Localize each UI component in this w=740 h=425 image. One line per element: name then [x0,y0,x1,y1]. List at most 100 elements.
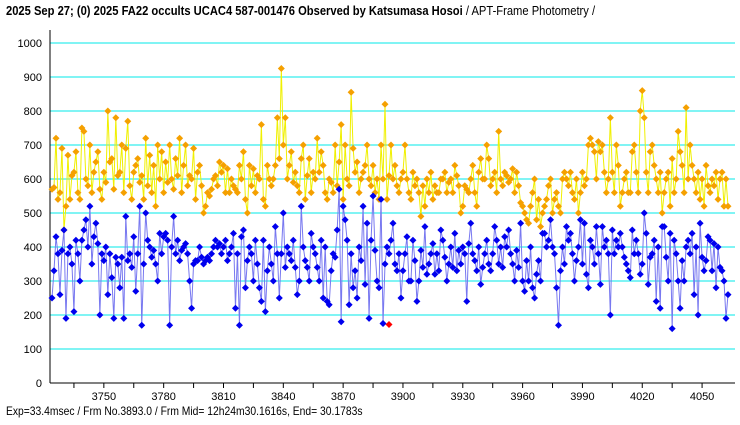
series-1-point [164,236,172,244]
series-0-point [435,189,443,197]
series-0-point [347,88,355,96]
series-1-point [523,257,531,265]
series-1-point [333,226,341,234]
series-1-point [525,277,533,285]
series-0-point [622,168,630,176]
series-0-point [241,195,249,203]
series-0-point [628,148,636,156]
series-0-point [297,155,305,163]
series-1-point [126,250,134,258]
series-1-point [419,263,427,271]
series-0-point [389,175,397,183]
series-1-point [415,277,423,285]
series-1-point [82,216,90,224]
series-0-point [225,189,233,197]
series-0-point [644,189,652,197]
series-1-point [100,257,108,265]
series-1-point [549,243,557,251]
series-1-point [273,250,281,258]
series-1-point [457,260,465,268]
series-1-point [106,250,114,258]
series-1-point [343,236,351,244]
series-1-point [433,250,441,258]
series-0-point [124,117,132,125]
series-0-point [712,168,720,176]
series-0-point [664,168,672,176]
series-0-point [317,148,325,156]
series-0-point [443,189,451,197]
series-1-point [558,243,566,251]
series-1-point [74,250,82,258]
series-0-point [331,141,339,149]
series-0-point [164,178,172,186]
series-0-point [212,172,220,180]
series-1-point [688,229,696,237]
series-1-point [293,291,301,299]
series-1-point [712,284,720,292]
series-0-point [547,175,555,183]
series-0-point [319,161,327,169]
series-0-point [545,182,553,190]
series-0-point [299,141,307,149]
series-0-point [660,189,668,197]
series-0-point [257,121,265,129]
series-0-point [377,141,385,149]
series-1-point [676,304,684,312]
series-1-point [58,246,66,254]
series-1-point [223,257,231,265]
series-0-point [620,175,628,183]
series-0-point [638,87,646,95]
series-1-point [636,270,644,278]
series-1-point [465,240,473,248]
y-tick-label: 600 [24,174,42,186]
series-1-point [166,321,174,329]
series-1-point [72,236,80,244]
series-1-point [409,236,417,244]
frame-info: Exp=33.4msec / Frm No.3893.0 / Frm Mid= … [6,404,363,418]
series-1-point [477,280,485,288]
series-0-point [612,141,620,149]
series-0-point [600,168,608,176]
series-1-point [271,223,279,231]
series-1-point [608,226,616,234]
series-1-point [690,291,698,299]
series-1-point [309,243,317,251]
series-0-point [176,134,184,142]
series-1-point [616,229,624,237]
x-tick-label: 4020 [630,391,654,403]
series-1-point [393,267,401,275]
series-1-point [253,260,261,268]
series-0-point [393,182,401,190]
series-1-point [303,263,311,271]
series-1-point [315,277,323,285]
series-0-point [555,202,563,210]
series-1-point [501,233,509,241]
series-1-point [66,243,74,251]
series-0-point [92,158,100,166]
series-1-point [54,250,62,258]
series-1-point [369,192,377,200]
series-0-point [529,189,537,197]
series-0-point [72,148,80,156]
series-0-point [329,189,337,197]
series-0-point [549,209,557,217]
series-1-point [724,291,732,299]
series-1-point [229,229,237,237]
series-1-point [265,243,273,251]
series-1-point [158,250,166,258]
series-1-point [497,243,505,251]
series-1-point [108,274,116,282]
series-0-point [439,175,447,183]
series-0-point [495,127,503,135]
series-1-point [217,250,225,258]
series-0-point [239,148,247,156]
series-1-point [281,263,289,271]
series-1-point [499,263,507,271]
series-1-point [710,240,718,248]
series-1-point [263,267,271,275]
series-1-point [142,209,150,217]
series-1-point [391,260,399,268]
series-0-point [668,155,676,163]
series-0-point [602,189,610,197]
